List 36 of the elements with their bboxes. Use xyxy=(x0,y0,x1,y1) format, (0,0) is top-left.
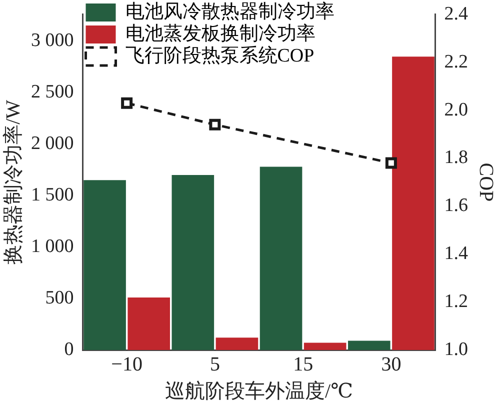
y2-tick-label: 2.0 xyxy=(444,99,468,120)
x-axis-title: 巡航阶段车外温度/℃ xyxy=(165,380,353,402)
y2-tick-label: 1.6 xyxy=(444,195,468,216)
bar xyxy=(128,298,170,350)
y-tick-label: 1 000 xyxy=(31,236,74,258)
y-tick-label: 500 xyxy=(45,288,74,309)
bar xyxy=(84,180,126,350)
bar xyxy=(348,340,390,350)
x-tick-label: 15 xyxy=(293,353,314,376)
y2-tick-label: 1.2 xyxy=(444,291,468,312)
y-tick-label: 2 000 xyxy=(31,133,74,154)
x-tick-label: −10 xyxy=(111,353,142,376)
y2-tick-label: 2.2 xyxy=(444,51,468,72)
legend-label: 电池蒸发板换制冷功率 xyxy=(125,22,316,44)
bar xyxy=(172,174,214,350)
bar xyxy=(304,342,346,350)
point xyxy=(121,97,133,109)
y-tick-label: 3 000 xyxy=(31,30,74,52)
x-tick-label: 5 xyxy=(210,353,220,376)
y2-tick-label: 2.4 xyxy=(444,3,468,24)
point xyxy=(385,157,397,169)
bar xyxy=(392,56,434,350)
y-axis-title: 换热器制冷功率/W xyxy=(2,100,24,264)
y2-tick-label: 1.8 xyxy=(444,147,468,168)
legend-label: 电池风冷散热器制冷功率 xyxy=(125,0,334,22)
point xyxy=(209,118,221,130)
y-tick-label: 2 500 xyxy=(31,82,74,103)
y2-axis-title: COP xyxy=(474,162,497,202)
y-tick-label: 0 xyxy=(64,338,74,360)
y2-tick-label: 1.0 xyxy=(444,338,468,360)
bar xyxy=(216,338,258,350)
x-tick-label: 30 xyxy=(381,353,402,376)
bar xyxy=(260,166,302,350)
y2-tick-label: 1.4 xyxy=(444,243,468,264)
y-tick-label: 1 500 xyxy=(31,184,74,206)
legend-label: 飞行阶段热泵系统COP xyxy=(125,45,314,66)
